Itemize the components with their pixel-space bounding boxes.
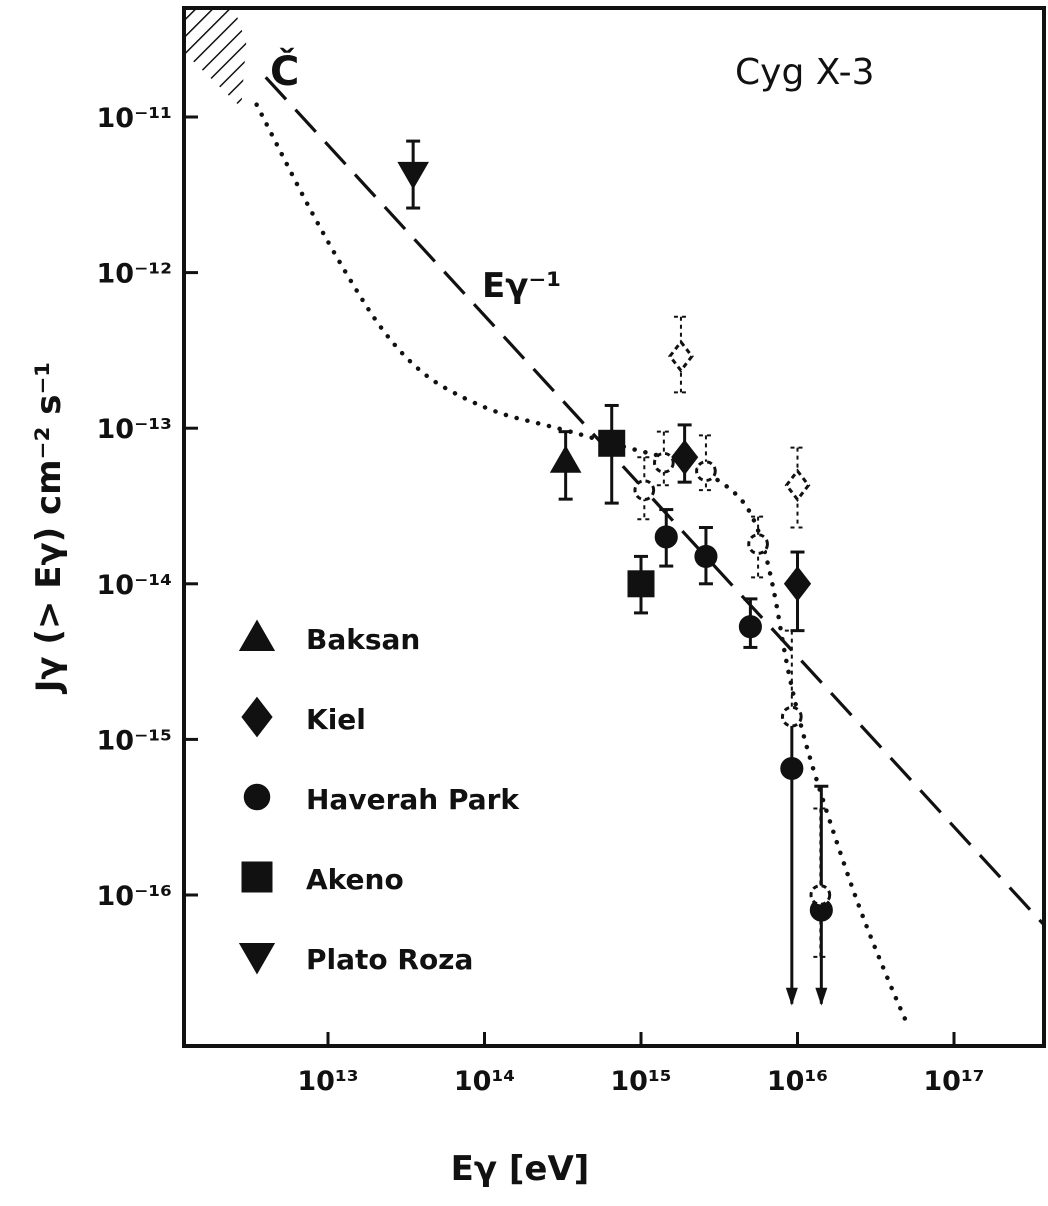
- y-axis-label: Jγ (> Eγ) cm⁻² s⁻¹: [29, 362, 69, 695]
- data-point-haverah-park: [738, 615, 762, 639]
- x-tick-label: 10¹⁴: [454, 1066, 515, 1097]
- legend-label: Baksan: [306, 623, 420, 656]
- data-point-plato-roza: [397, 161, 429, 190]
- data-point-akeno: [598, 429, 626, 457]
- y-tick-label: 10⁻¹³: [97, 414, 172, 445]
- data-point-kiel: [783, 566, 812, 602]
- data-point-open-circle: [633, 479, 656, 501]
- x-axis-label: Eγ [eV]: [451, 1149, 590, 1189]
- chart-title: Cyg X-3: [735, 52, 875, 93]
- legend-label: Akeno: [306, 863, 404, 896]
- cherenkov-label: Č: [270, 47, 299, 95]
- series-5: [668, 315, 811, 529]
- y-tick-label: 10⁻¹⁵: [97, 725, 172, 756]
- data-point-open-circle: [653, 451, 675, 474]
- cutoff-dotted-curve: [254, 102, 910, 1026]
- data-point-open-circle: [695, 460, 717, 482]
- y-tick-label: 10⁻¹²: [97, 259, 172, 290]
- legend-marker-akeno: [241, 861, 273, 893]
- y-tick-label: 10⁻¹⁴: [97, 570, 172, 601]
- series-3: [598, 403, 655, 615]
- data-point-haverah-park: [654, 525, 678, 549]
- data-point-open-circle: [809, 884, 832, 906]
- series-6: [633, 430, 832, 958]
- x-tick-label: 10¹⁵: [610, 1066, 671, 1097]
- data-point-akeno: [627, 570, 655, 598]
- series-0: [549, 430, 582, 501]
- upper-limit-arrow: [815, 987, 828, 1006]
- data-point-haverah-park: [694, 544, 718, 568]
- y-tick-label: 10⁻¹⁶: [97, 881, 172, 912]
- upper-limit-arrow: [785, 987, 798, 1006]
- data-point-kiel: [670, 439, 699, 476]
- plot-frame: [182, 6, 1046, 1048]
- legend-label: Plato Roza: [306, 943, 473, 976]
- data-point-open-circle: [747, 533, 769, 555]
- y-tick-label: 10⁻¹¹: [97, 103, 172, 134]
- legend-marker-baksan: [238, 619, 276, 651]
- legend-marker-plato-roza: [238, 943, 276, 975]
- series-1: [670, 423, 812, 633]
- series-4: [397, 139, 429, 210]
- data-point-open-circle: [780, 705, 803, 728]
- legend-marker-haverah-park: [243, 783, 271, 811]
- legend-label: Kiel: [306, 703, 366, 736]
- legend-label: Haverah Park: [306, 783, 520, 816]
- legend-marker-kiel: [241, 696, 273, 738]
- data-point-open-diamond: [784, 468, 811, 502]
- power-law-dashed-line: [264, 76, 1044, 928]
- x-tick-label: 10¹⁷: [923, 1066, 984, 1097]
- power-law-label: Eγ⁻¹: [482, 266, 561, 306]
- x-tick-label: 10¹³: [297, 1066, 358, 1097]
- cherenkov-hatched-region: [184, 8, 247, 108]
- x-tick-label: 10¹⁶: [767, 1066, 828, 1097]
- data-point-open-diamond: [668, 339, 694, 374]
- data-point-baksan: [549, 445, 582, 473]
